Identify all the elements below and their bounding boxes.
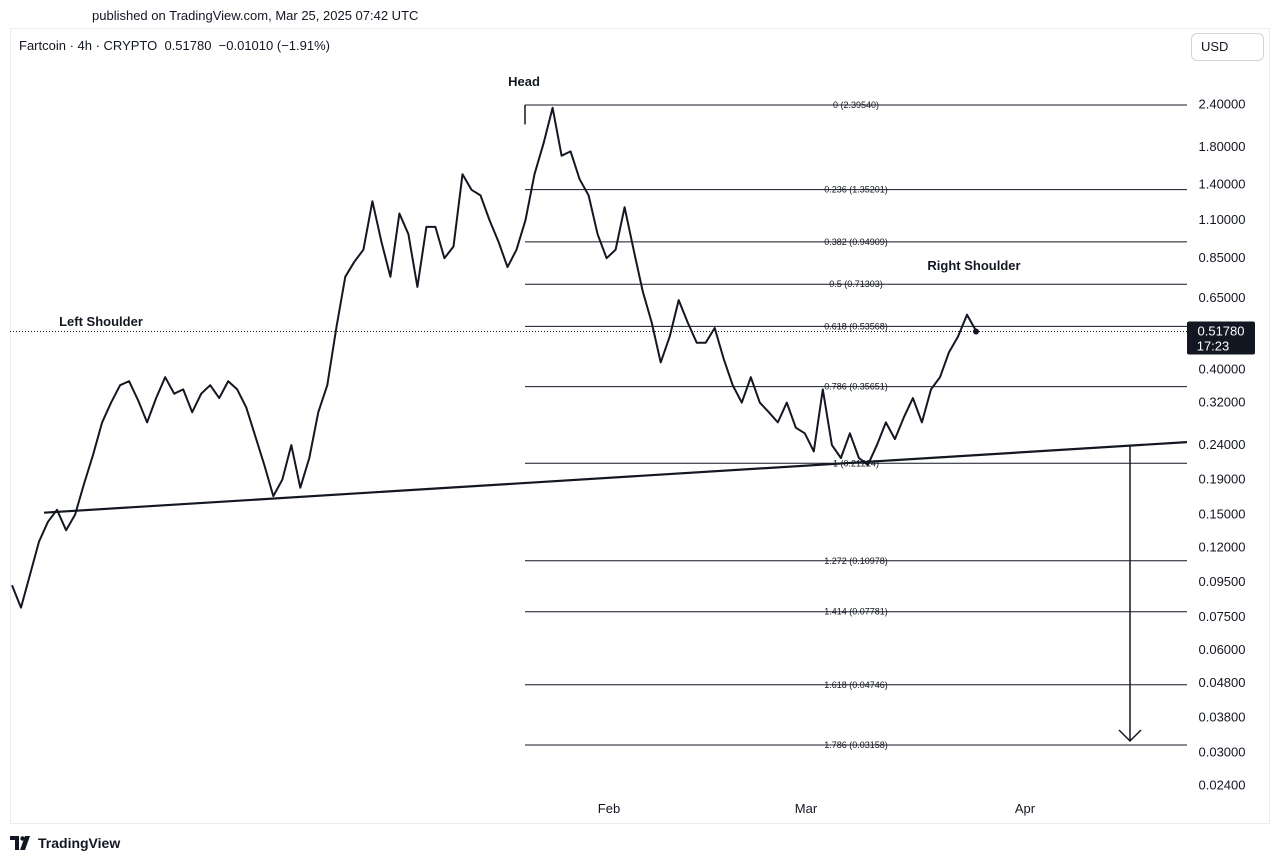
price-axis-label: 0.32000 [1199, 395, 1246, 410]
price-axis-label: 0.24000 [1199, 437, 1246, 452]
tradingview-logo-text: TradingView [38, 835, 121, 851]
price-line[interactable] [11, 106, 977, 609]
fib-level-label: 0.382 (0.94909) [824, 237, 888, 247]
last-price-dot [973, 328, 979, 335]
price-axis-label: 2.40000 [1199, 97, 1246, 112]
last-price-badge [1187, 321, 1255, 355]
fib-level-label: 1.414 (0.07781) [824, 607, 888, 617]
price-axis-label: 0.07500 [1199, 609, 1246, 624]
symbol-legend: Fartcoin · 4h · CRYPTO 0.51780 −0.01010 … [19, 38, 330, 53]
price-axis-label: 0.85000 [1199, 250, 1246, 265]
price-axis-label: 1.80000 [1199, 139, 1246, 154]
fib-level-label: 0.618 (0.53568) [824, 321, 888, 331]
fib-level-label: 1.272 (0.10978) [824, 556, 888, 566]
bar-countdown: 17:23 [1197, 339, 1230, 354]
price-axis-label: 0.12000 [1199, 540, 1246, 555]
fib-level-label: 0.786 (0.35651) [824, 382, 888, 392]
time-axis-label: Feb [598, 801, 620, 816]
price-axis-label: 0.65000 [1199, 290, 1246, 305]
currency-button[interactable]: USD [1191, 33, 1264, 61]
fib-level-label: 1.786 (0.03158) [824, 740, 888, 750]
head-label: Head [508, 74, 540, 89]
fib-level-label: 0.236 (1.35201) [824, 185, 888, 195]
fib-level-label: 0 (2.39540) [833, 100, 879, 110]
neckline[interactable] [43, 441, 1188, 514]
target-arrow-head [1118, 729, 1142, 743]
price-axis-label: 0.03000 [1199, 745, 1246, 760]
published-info: published on TradingView.com, Mar 25, 20… [92, 8, 419, 23]
time-axis-label: Mar [795, 801, 818, 816]
price-axis-label: 0.15000 [1199, 507, 1246, 522]
price-axis-label: 0.02400 [1199, 778, 1246, 793]
price-axis-label: 0.19000 [1199, 472, 1246, 487]
last-price-value: 0.51780 [1198, 324, 1245, 339]
fib-level-label: 0.5 (0.71303) [829, 279, 883, 289]
fib-level-label: 1.618 (0.04746) [824, 680, 888, 690]
time-axis-label: Apr [1015, 801, 1036, 816]
price-axis-label: 0.40000 [1199, 362, 1246, 377]
price-axis-label: 0.04800 [1199, 675, 1246, 690]
tradingview-logo-icon [10, 836, 30, 850]
price-axis-label: 0.03800 [1199, 710, 1246, 725]
price-axis-label: 0.09500 [1199, 574, 1246, 589]
right-shoulder-label: Right Shoulder [927, 258, 1020, 273]
price-axis-label: 1.40000 [1199, 176, 1246, 191]
chart-frame [10, 28, 1270, 824]
left-shoulder-label: Left Shoulder [59, 314, 143, 329]
tradingview-logo[interactable]: TradingView [10, 833, 120, 853]
price-axis-label: 1.10000 [1199, 212, 1246, 227]
price-axis-label: 0.06000 [1199, 642, 1246, 657]
